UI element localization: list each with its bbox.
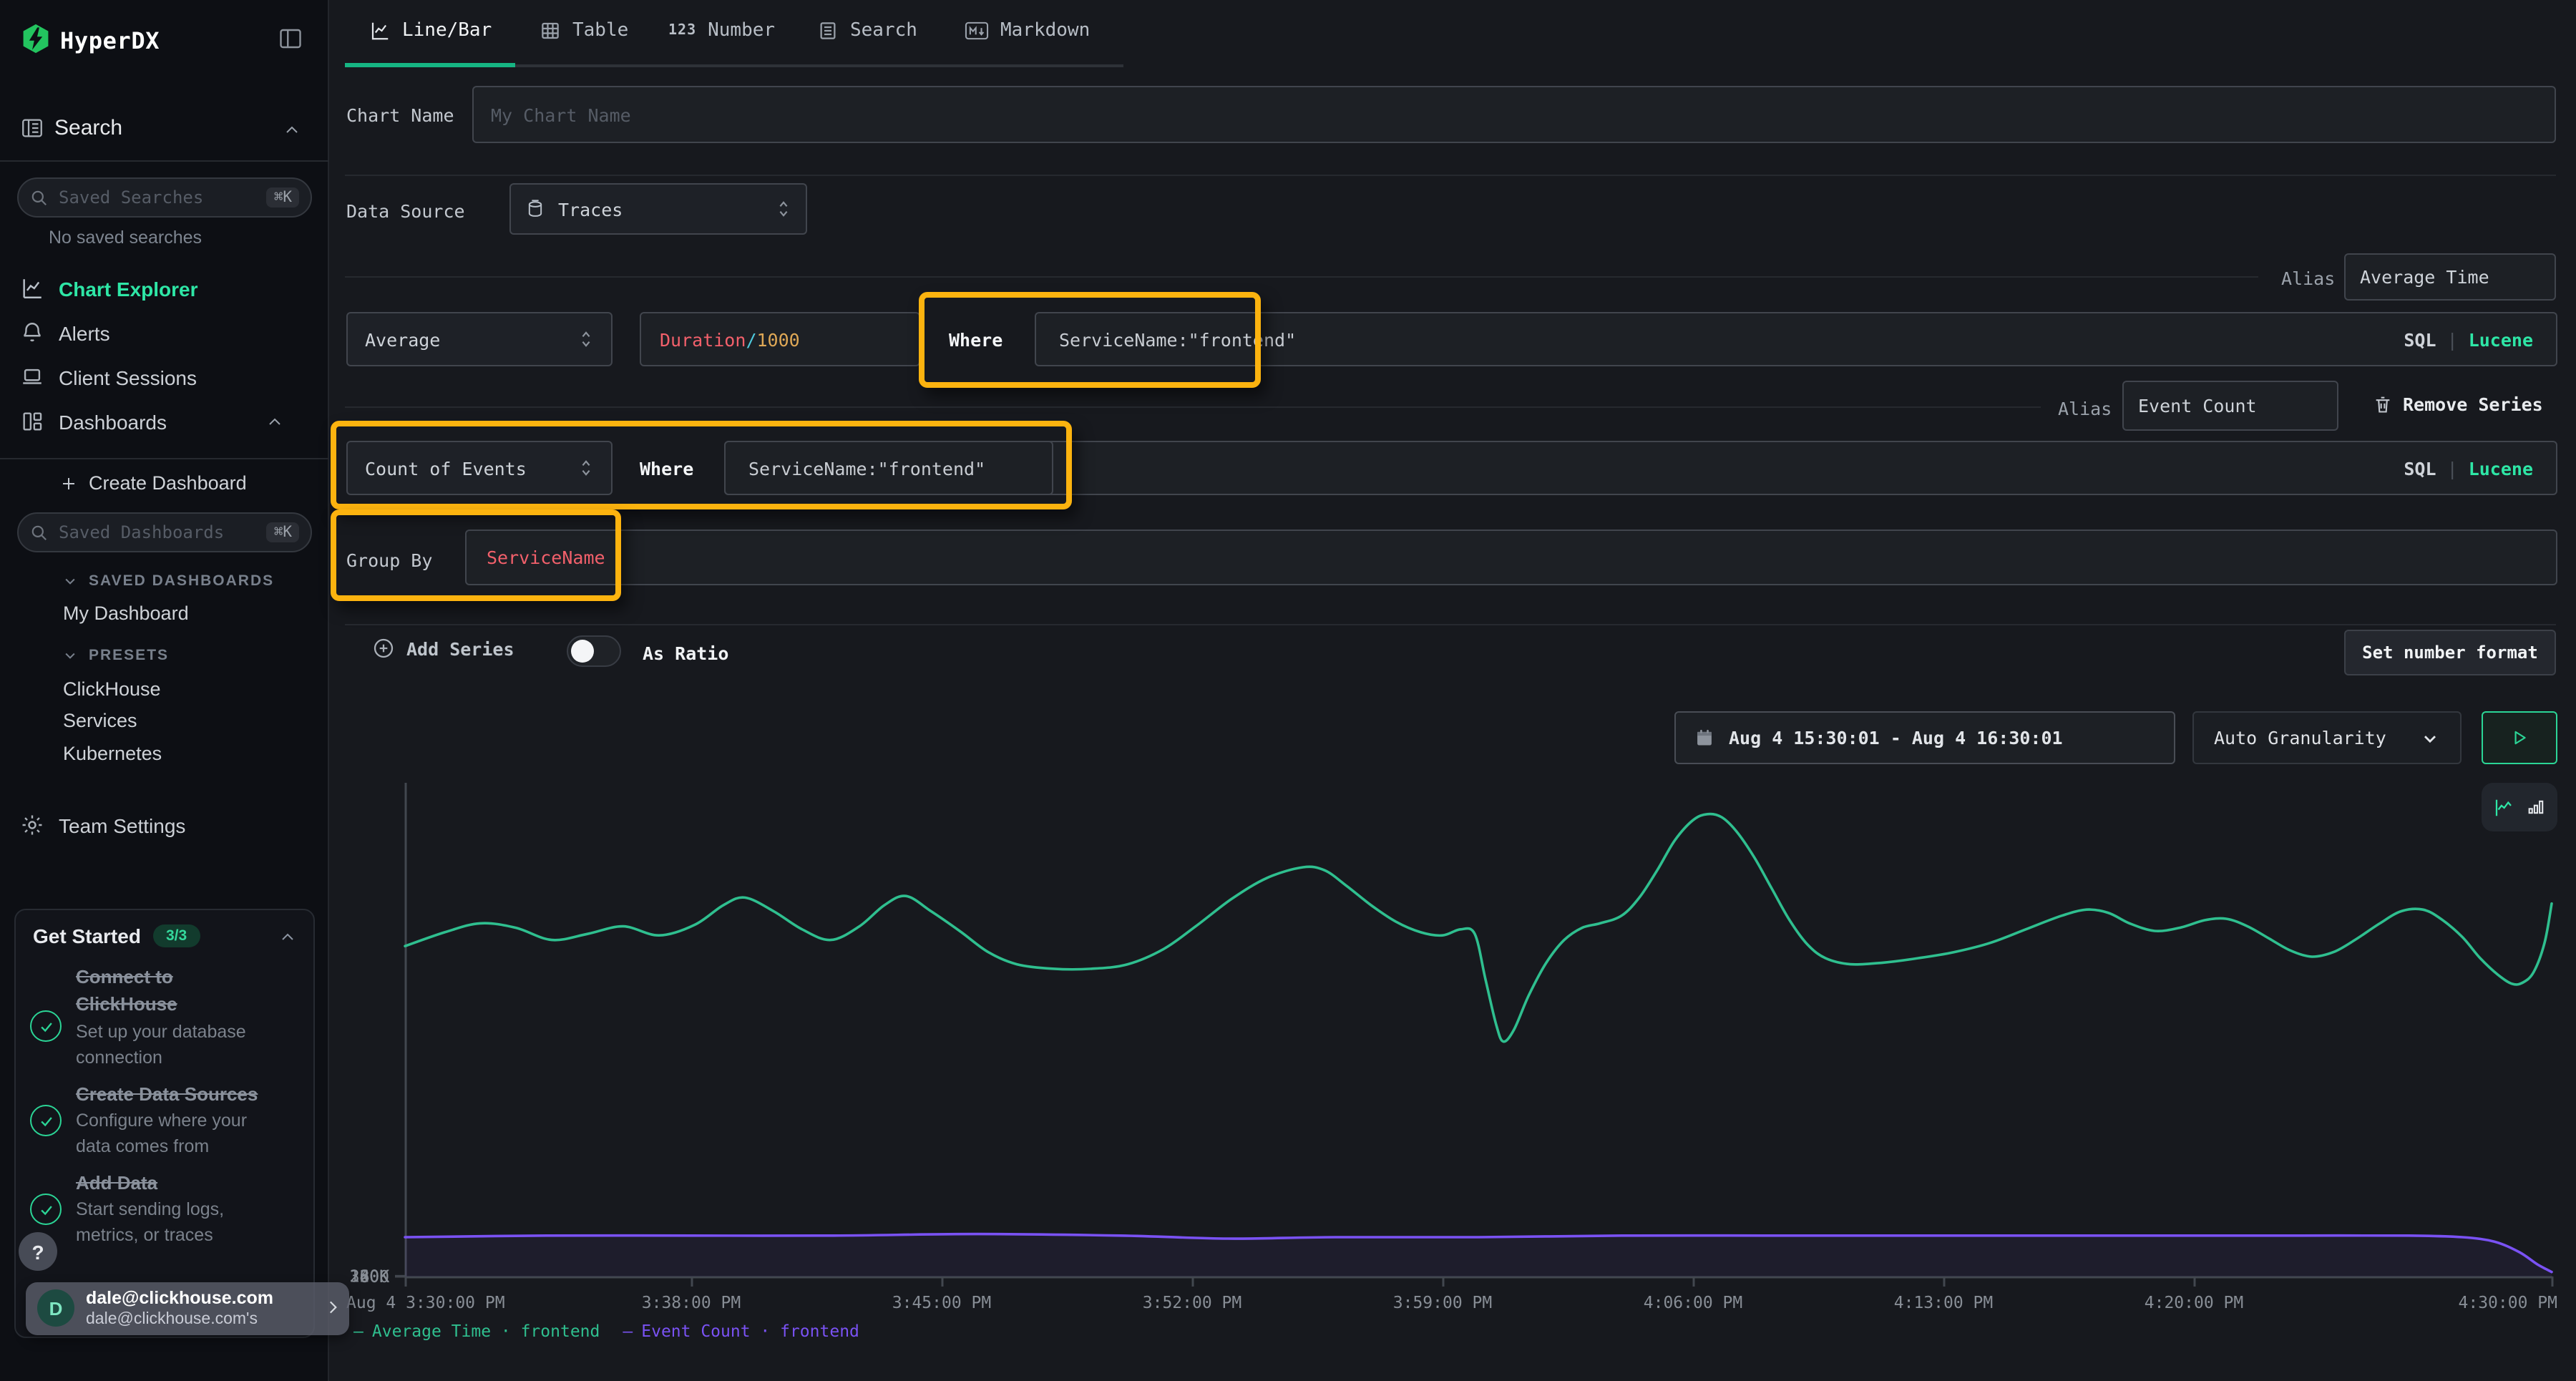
user-email: dale@clickhouse.com bbox=[86, 1288, 273, 1308]
user-account-chip[interactable]: D dale@clickhouse.com dale@clickhouse.co… bbox=[26, 1282, 349, 1335]
svg-text:320K: 320K bbox=[350, 1267, 390, 1286]
legend-label: Event Count · frontend bbox=[641, 1321, 859, 1341]
legend-item-event-count[interactable]: — Event Count · frontend bbox=[623, 1321, 859, 1341]
legend-dash: — bbox=[623, 1321, 633, 1341]
svg-text:Aug 4 3:30:00 PM: Aug 4 3:30:00 PM bbox=[346, 1294, 505, 1312]
help-button[interactable]: ? bbox=[19, 1232, 57, 1271]
legend-label: Average Time · frontend bbox=[372, 1321, 600, 1341]
svg-text:4:06:00 PM: 4:06:00 PM bbox=[1644, 1294, 1742, 1312]
svg-text:4:30:00 PM: 4:30:00 PM bbox=[2459, 1294, 2557, 1312]
user-team: dale@clickhouse.com's bbox=[86, 1311, 258, 1328]
hyperdx-app: HyperDX Search Saved Searches ⌘K No save… bbox=[0, 0, 2576, 1381]
svg-text:3:45:00 PM: 3:45:00 PM bbox=[892, 1294, 991, 1312]
svg-text:3:59:00 PM: 3:59:00 PM bbox=[1393, 1294, 1492, 1312]
chevron-right-icon bbox=[323, 1298, 342, 1317]
svg-text:3:52:00 PM: 3:52:00 PM bbox=[1143, 1294, 1241, 1312]
svg-text:4:13:00 PM: 4:13:00 PM bbox=[1894, 1294, 1993, 1312]
timeseries-chart[interactable]: 080K160K240K320KAug 4 3:30:00 PM3:38:00 … bbox=[0, 0, 2576, 1381]
legend-dash: — bbox=[353, 1321, 364, 1341]
legend-item-average-time[interactable]: — Average Time · frontend bbox=[353, 1321, 600, 1341]
svg-text:4:20:00 PM: 4:20:00 PM bbox=[2145, 1294, 2243, 1312]
chart-legend: — Average Time · frontend — Event Count … bbox=[353, 1321, 859, 1341]
avatar: D bbox=[37, 1289, 74, 1327]
svg-text:3:38:00 PM: 3:38:00 PM bbox=[642, 1294, 741, 1312]
